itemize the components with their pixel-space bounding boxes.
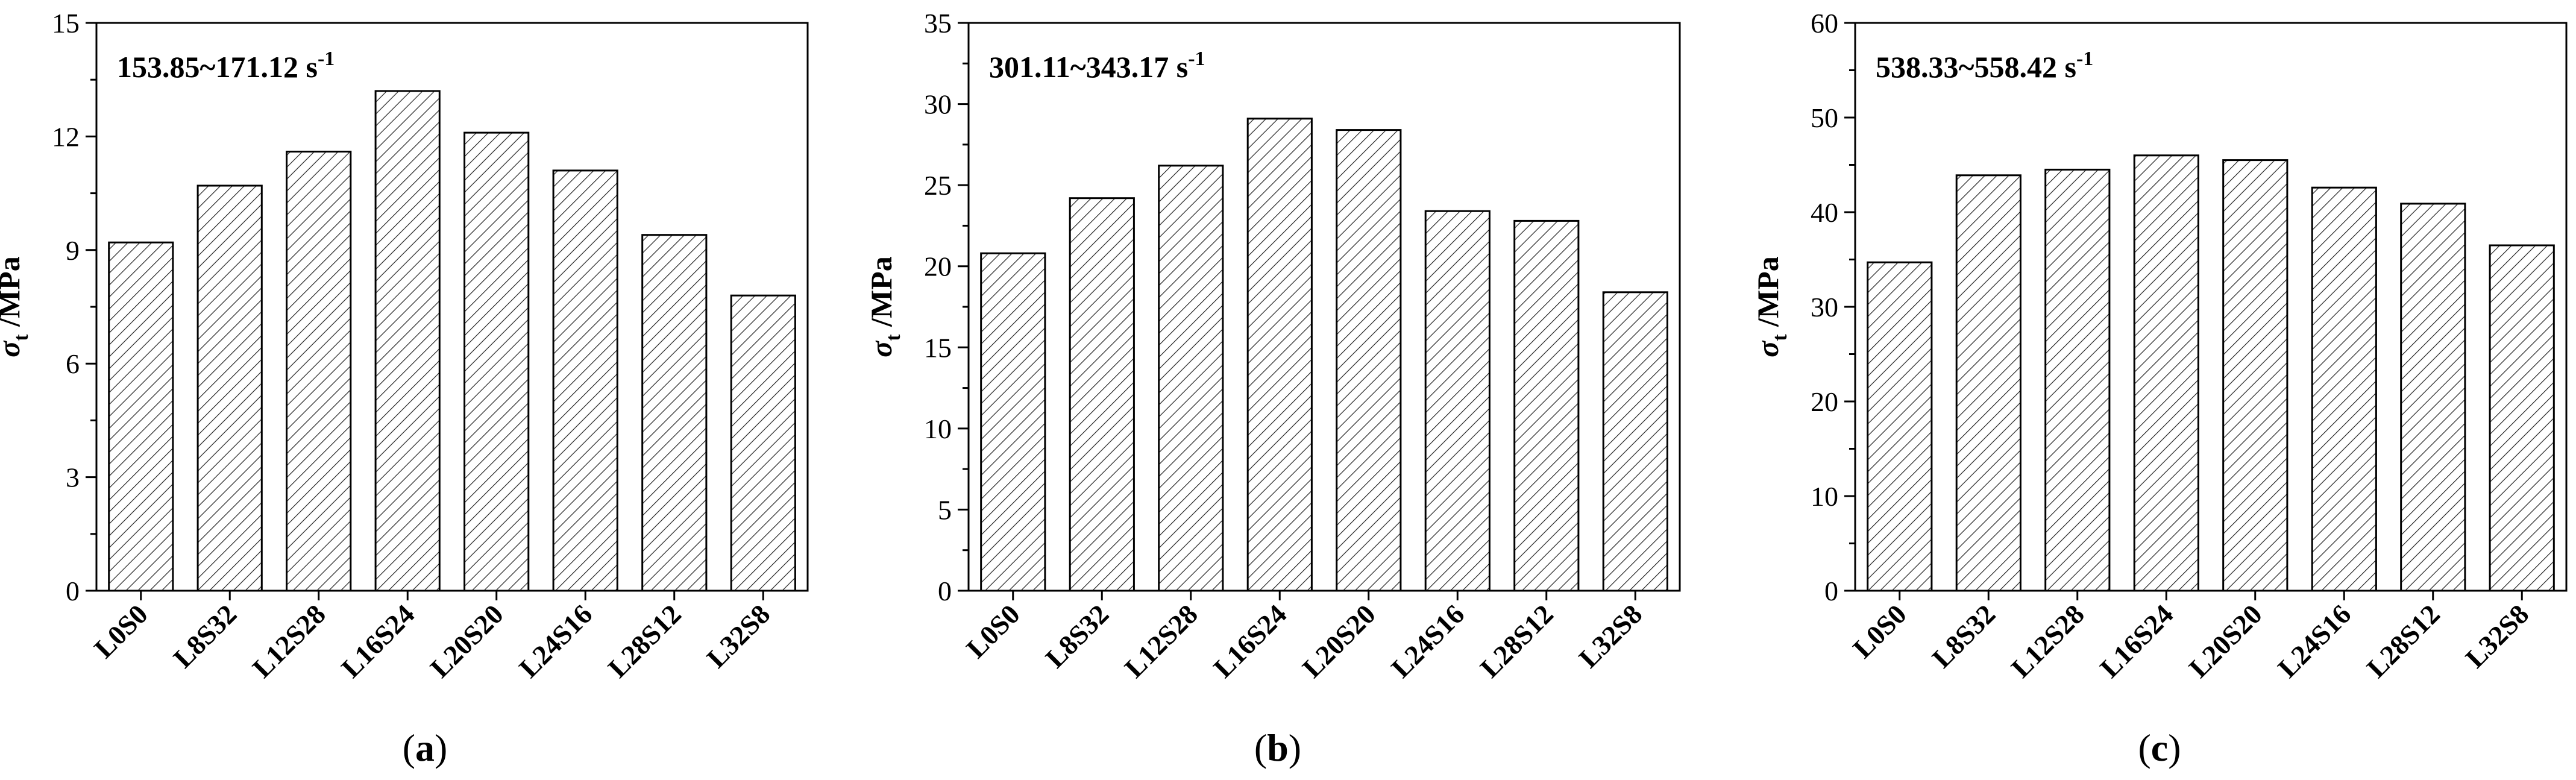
bar-c-l28s12 [2400,203,2466,592]
x-tick-label-c: L0S0 [1847,599,1912,664]
x-tick-label-a: L32S8 [701,599,776,674]
bar-b-l24s16 [1424,210,1491,592]
y-axis-unit-a: /MPa [0,256,26,334]
bar-c-l12s28 [2044,168,2111,592]
strain-rate-label-a: 153.85~171.12 s-1 [117,48,335,84]
x-tick-label-b: L16S24 [1207,599,1292,684]
x-tick-label-a: L16S24 [335,599,420,684]
y-axis-symbol-b: σ [864,340,898,357]
strain-rate-exponent-a: -1 [318,48,335,70]
y-tick-label-b: 25 [924,170,952,201]
y-tick-label-c: 30 [1811,292,1838,322]
bar-c-l8s32 [1955,174,2022,592]
y-axis-label-a: σt /MPa [0,256,33,357]
chart-panel-a: 0 3 6 9 12 15 L0S0 L8S32 L12S28 L16S24 L20S20 L24S1… [0,8,809,684]
strain-rate-label-b: 301.11~343.17 s-1 [989,48,1205,84]
y-tick-label-b: 5 [938,494,952,525]
bar-a-l24s16 [552,169,618,592]
x-tick-label-c: L24S16 [2272,599,2357,684]
strain-rate-value-a: 153.85~171.12 s [117,50,318,84]
bar-b-l16s24 [1246,118,1313,592]
x-tick-label-b: L20S20 [1296,599,1381,684]
y-tick-label-a: 12 [52,121,80,152]
y-tick-label-a: 0 [66,576,80,606]
x-tick-label-a: L20S20 [424,599,509,684]
y-tick-label-c: 0 [1824,576,1838,606]
x-tick-label-a: L0S0 [88,599,153,664]
bar-a-l28s12 [641,234,708,592]
x-tick-label-c: L16S24 [2094,599,2179,684]
chart-panel-b: 0 5 10 15 20 25 30 35 L0S0 L8S32 L12S28 L16S24 L20S2… [864,8,1681,684]
x-tick-label-b: L8S32 [1040,599,1115,674]
y-tick-label-c: 50 [1811,102,1838,133]
strain-rate-exponent-b: -1 [1188,48,1205,70]
y-tick-label-a: 15 [52,8,80,39]
strain-rate-value-b: 301.11~343.17 s [989,50,1188,84]
bar-c-l24s16 [2311,186,2377,592]
bar-c-l32s8 [2489,244,2555,592]
strain-rate-label-c: 538.33~558.42 s-1 [1876,48,2093,84]
chart-panel-c: 0 10 20 30 40 50 60 L0S0 L8S32 L12S28 L16S24 L20S20… [1751,8,2568,684]
y-tick-label-a: 3 [66,462,80,493]
x-tick-label-c: L28S12 [2361,599,2446,684]
x-tick-label-b: L28S12 [1474,599,1559,684]
bar-a-l12s28 [286,151,352,592]
bar-b-l20s20 [1336,129,1402,592]
strain-rate-exponent-c: -1 [2076,48,2093,70]
bar-c-l20s20 [2222,159,2289,592]
y-axis-symbol-c: σ [1751,340,1785,357]
bar-c-l0s0 [1867,261,1933,592]
bar-b-l28s12 [1513,219,1580,592]
caption-c: (c) [2138,726,2181,769]
y-tick-label-b: 20 [924,251,952,282]
x-tick-label-b: L12S28 [1119,599,1204,684]
caption-b: (b) [1254,726,1301,769]
y-axis-label-b: σt /MPa [864,256,905,357]
x-tick-label-b: L0S0 [960,599,1025,664]
x-tick-label-c: L12S28 [2005,599,2090,684]
bar-b-l8s32 [1069,197,1135,592]
y-axis-subscript-c: t [1769,334,1791,341]
y-tick-label-a: 9 [66,235,80,266]
y-axis-label-c: σt /MPa [1751,256,1791,357]
x-tick-label-c: L20S20 [2183,599,2268,684]
y-axis-unit-b: /MPa [864,256,898,334]
y-tick-label-b: 35 [924,8,952,39]
y-axis-subscript-b: t [882,334,905,341]
y-tick-label-b: 15 [924,332,952,363]
y-axis-subscript-a: t [10,334,33,341]
y-tick-label-b: 0 [938,576,952,606]
y-tick-label-a: 6 [66,348,80,379]
x-tick-label-a: L24S16 [513,599,598,684]
y-tick-label-b: 10 [924,414,952,444]
bar-a-l20s20 [463,131,530,592]
y-axis-symbol-a: σ [0,340,26,357]
bar-b-l0s0 [980,252,1046,592]
y-tick-label-c: 10 [1811,481,1838,512]
x-tick-label-b: L24S16 [1385,599,1470,684]
y-tick-label-b: 30 [924,89,952,120]
x-tick-label-c: L32S8 [2460,599,2535,674]
bar-a-l8s32 [196,184,263,592]
strain-rate-value-c: 538.33~558.42 s [1876,50,2076,84]
x-tick-label-a: L28S12 [602,599,687,684]
bar-b-l12s28 [1158,165,1224,592]
y-tick-label-c: 40 [1811,197,1838,228]
bar-c-l16s24 [2133,154,2199,592]
bar-a-l0s0 [108,241,174,592]
bar-a-l32s8 [730,294,796,592]
caption-a: (a) [403,726,448,769]
x-tick-label-a: L12S28 [247,599,331,684]
y-tick-label-c: 20 [1811,386,1838,417]
x-tick-label-c: L8S32 [1926,599,2002,674]
y-tick-label-c: 60 [1811,8,1838,39]
x-tick-label-b: L32S8 [1573,599,1648,674]
y-axis-unit-c: /MPa [1751,256,1785,334]
x-tick-label-a: L8S32 [168,599,243,674]
bar-a-l16s24 [374,90,441,592]
bar-b-l32s8 [1602,291,1668,592]
